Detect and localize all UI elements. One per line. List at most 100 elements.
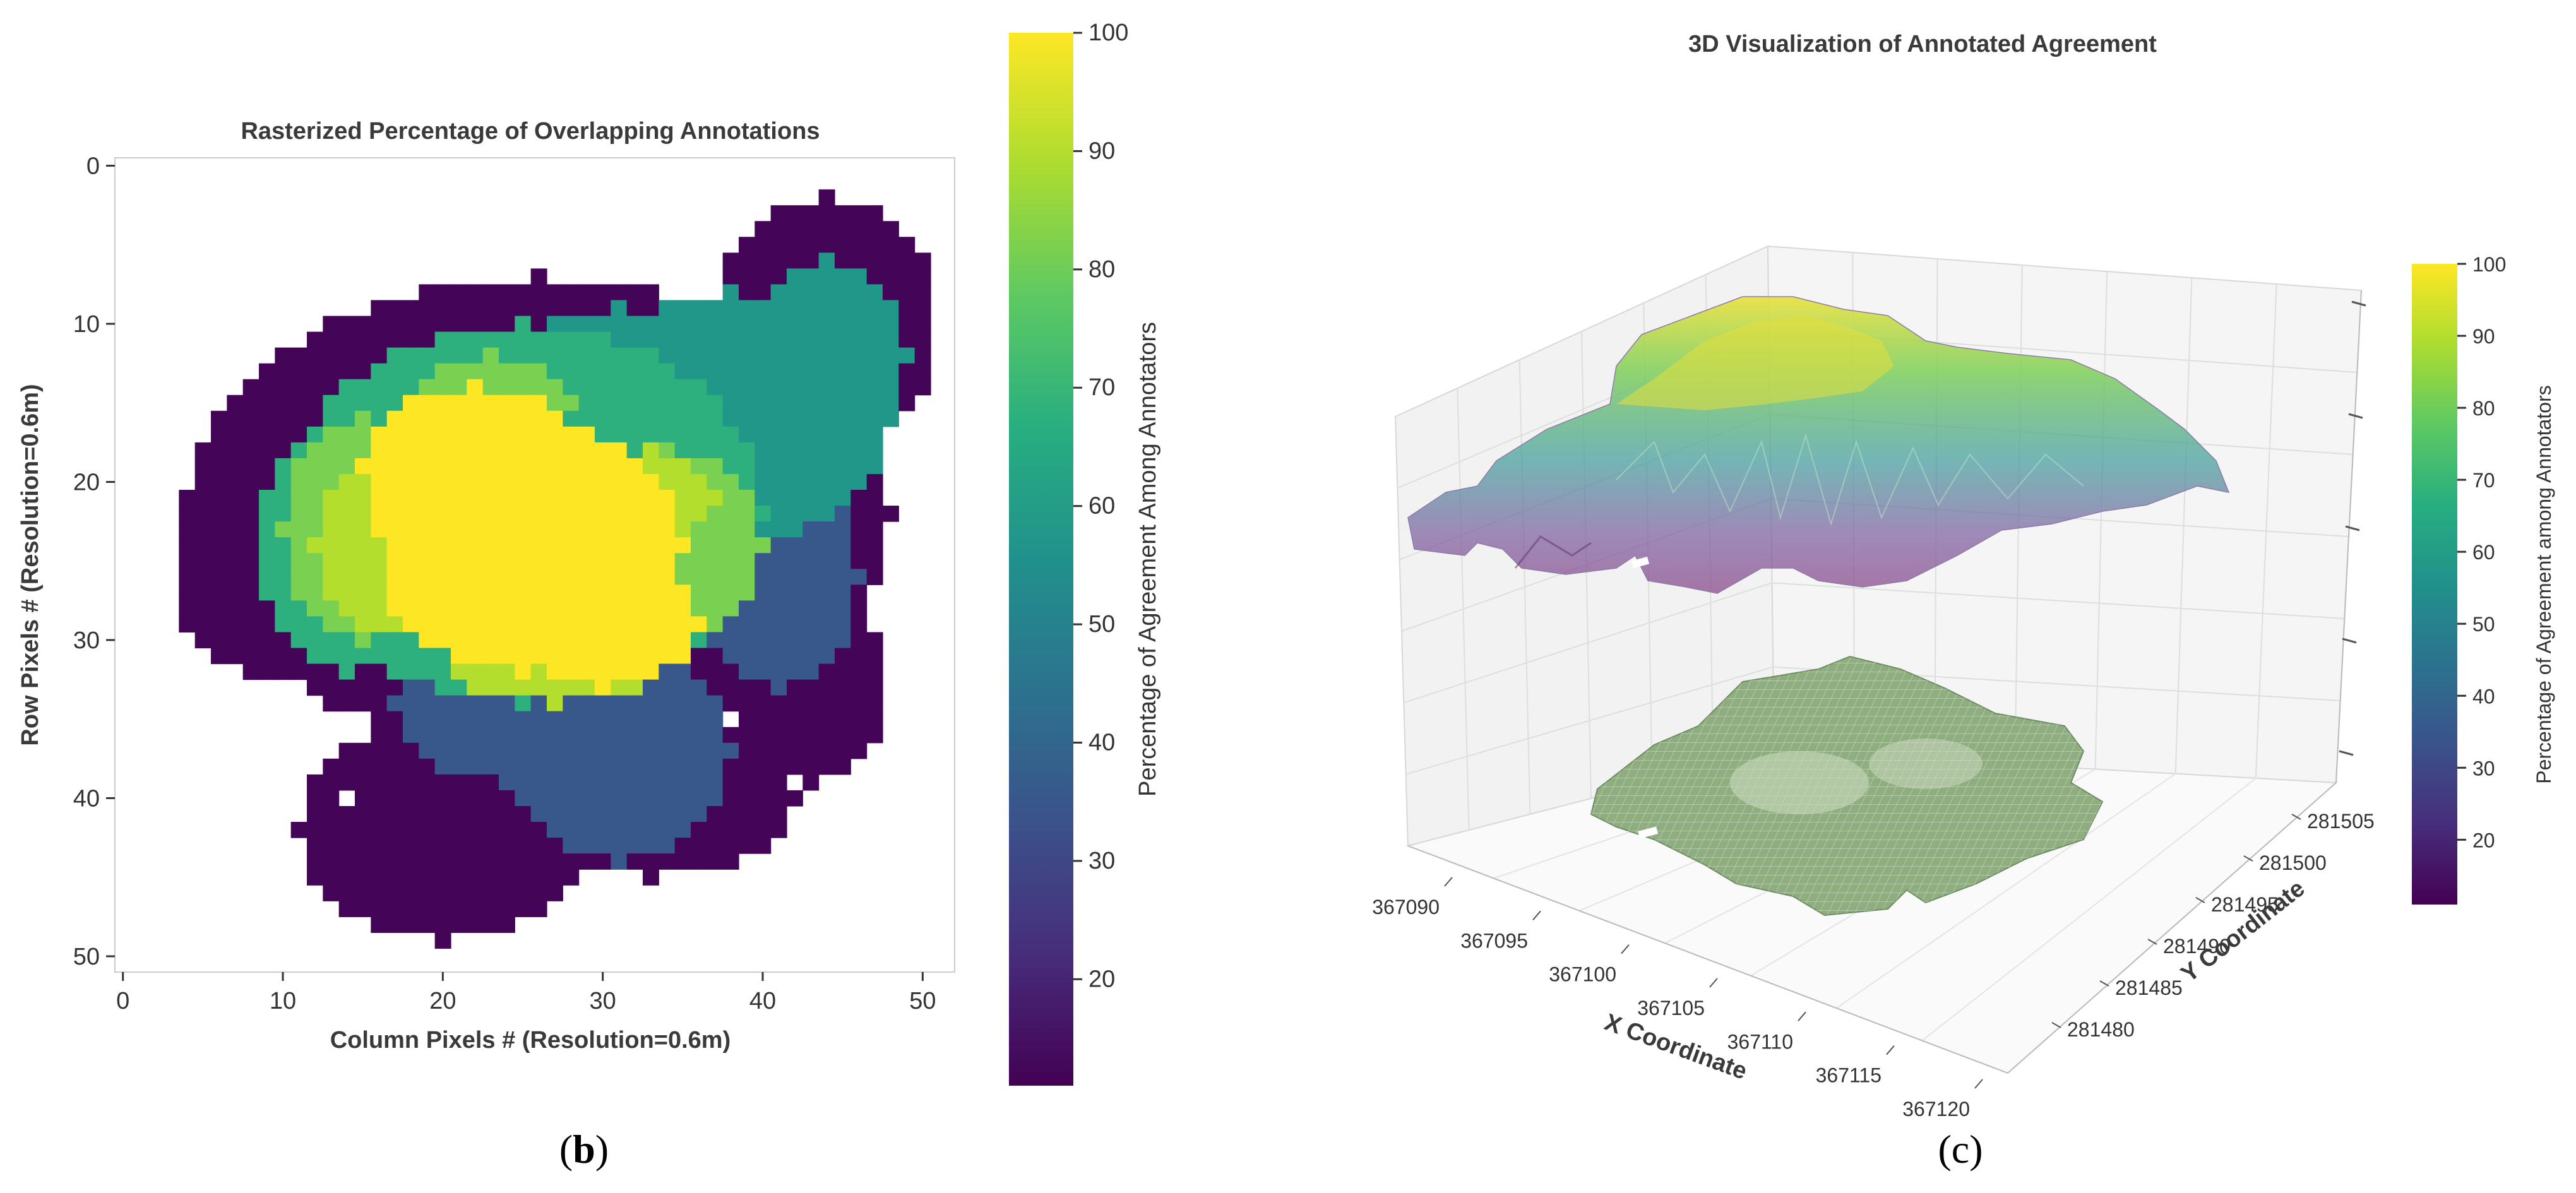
heatmap-cell xyxy=(611,284,628,301)
heatmap-cell xyxy=(467,458,484,475)
heatmap-cell xyxy=(227,490,244,506)
heatmap-cell xyxy=(515,648,532,665)
heatmap-cell xyxy=(595,679,611,696)
heatmap-cell xyxy=(242,648,259,665)
surface-floor-gap xyxy=(1637,826,1659,839)
surface-colorbar xyxy=(2412,264,2457,905)
heatmap-cell xyxy=(578,758,595,775)
heatmap-cell xyxy=(515,869,532,886)
heatmap-cell xyxy=(866,632,883,649)
heatmap-cell xyxy=(386,395,403,412)
heatmap-cells xyxy=(179,189,931,949)
heatmap-cell xyxy=(499,711,515,728)
heatmap-cell xyxy=(371,774,388,791)
heatmap-cell xyxy=(626,506,643,522)
heatmap-cell xyxy=(211,473,227,490)
colorbar-tick-label: 30 xyxy=(2472,757,2495,780)
heatmap-cell xyxy=(611,585,628,601)
heatmap-cell xyxy=(275,363,292,380)
heatmap-cell xyxy=(611,632,628,649)
heatmap-cell xyxy=(914,363,931,380)
heatmap-cell xyxy=(482,284,499,301)
heatmap-cell xyxy=(722,822,739,838)
heatmap-cell xyxy=(914,316,931,333)
heatmap-cell xyxy=(515,901,532,917)
heatmap-cell xyxy=(866,442,883,459)
heatmap-cell xyxy=(787,648,803,665)
surface-y-tick-label: 281495 xyxy=(2211,893,2279,916)
heatmap-cell xyxy=(451,347,467,364)
heatmap-cell xyxy=(530,521,547,538)
heatmap-cell xyxy=(611,663,628,680)
panel-label-c: (c) xyxy=(1938,1127,1983,1172)
heatmap-cell xyxy=(371,585,388,601)
heatmap-cell xyxy=(802,521,820,538)
heatmap-cell xyxy=(835,395,851,412)
heatmap-cell xyxy=(835,221,851,237)
heatmap-cell xyxy=(883,237,899,253)
heatmap-cell xyxy=(643,426,659,443)
heatmap-cell xyxy=(179,616,196,633)
heatmap-cell xyxy=(515,585,532,601)
heatmap-cell xyxy=(275,347,292,364)
heatmap-cell xyxy=(802,458,820,475)
heatmap-cell xyxy=(563,284,580,301)
heatmap-cell xyxy=(307,838,323,854)
colorbar-tick-label: 60 xyxy=(2472,541,2495,564)
heatmap-cell xyxy=(707,569,724,585)
heatmap-cell xyxy=(515,885,532,901)
heatmap-cell xyxy=(386,758,403,775)
heatmap-cell xyxy=(643,585,659,601)
heatmap-cell xyxy=(290,506,307,522)
heatmap-cell xyxy=(770,331,787,348)
heatmap-cell xyxy=(595,521,611,538)
heatmap-cell xyxy=(802,205,820,222)
heatmap-cell xyxy=(530,758,547,775)
heatmap-cell xyxy=(338,458,355,475)
heatmap-cell xyxy=(691,853,707,870)
heatmap-cell xyxy=(883,410,899,427)
heatmap-cell xyxy=(818,490,835,506)
heatmap-cell xyxy=(563,774,580,791)
heatmap-cell xyxy=(242,569,259,585)
heatmap-cell xyxy=(242,553,259,569)
heatmap-cell xyxy=(643,506,659,522)
heatmap-cell xyxy=(307,395,323,412)
heatmap-cell xyxy=(595,537,611,554)
heatmap-cell xyxy=(595,458,611,475)
heatmap-cell xyxy=(499,410,515,427)
heatmap-cell xyxy=(371,569,388,585)
heatmap-cell xyxy=(434,331,451,348)
heatmap-cell xyxy=(482,506,499,522)
heatmap-cell xyxy=(451,790,467,807)
heatmap-cell xyxy=(307,663,323,680)
heatmap-cell xyxy=(275,648,292,665)
heatmap-cell xyxy=(355,742,371,759)
heatmap-cell xyxy=(739,585,755,601)
heatmap-cell xyxy=(643,473,659,490)
heatmap-cell xyxy=(722,553,739,569)
heatmap-cell xyxy=(595,727,611,744)
heatmap-cell xyxy=(802,537,820,554)
heatmap-cell xyxy=(770,537,787,554)
heatmap-cell xyxy=(674,679,691,696)
heatmap-cell xyxy=(290,395,307,412)
heatmap-cell xyxy=(739,284,755,301)
colorbar-tick-label: 30 xyxy=(1088,848,1115,874)
heatmap-cell xyxy=(451,426,467,443)
heatmap-cell xyxy=(467,347,484,364)
heatmap-cell xyxy=(403,363,419,380)
heatmap-cell xyxy=(722,742,739,759)
heatmap-cell xyxy=(194,616,212,633)
heatmap-cell xyxy=(754,490,772,506)
heatmap-cell xyxy=(578,679,595,696)
surface-y-tick-mark xyxy=(2147,939,2157,945)
heatmap-cell xyxy=(691,805,707,822)
heatmap-cell xyxy=(547,774,563,791)
heatmap-cell xyxy=(595,742,611,759)
heatmap-cell xyxy=(626,490,643,506)
heatmap-cell xyxy=(578,426,595,443)
heatmap-cell xyxy=(211,521,227,538)
heatmap-cell xyxy=(691,458,707,475)
heatmap-cell xyxy=(242,663,259,680)
